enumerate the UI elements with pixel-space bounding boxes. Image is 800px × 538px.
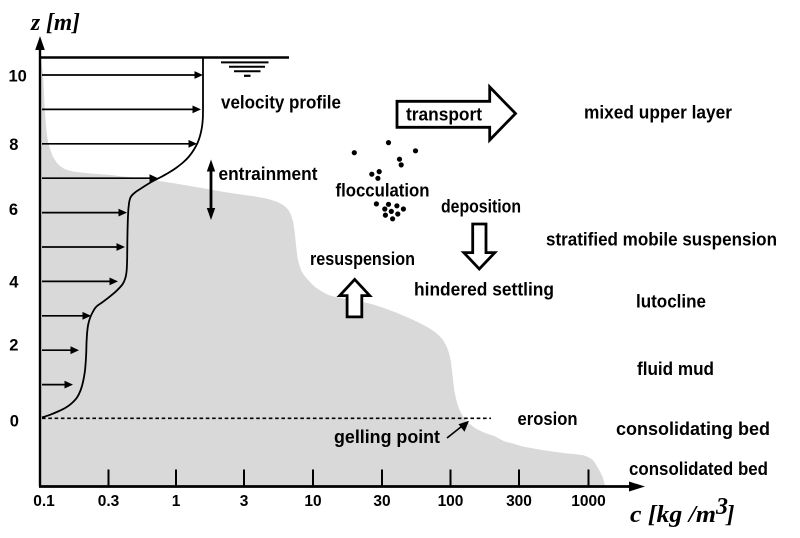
svg-text:consolidated bed: consolidated bed — [629, 459, 768, 479]
svg-text:stratified mobile suspension: stratified mobile suspension — [546, 229, 777, 249]
svg-text:3: 3 — [715, 494, 728, 520]
svg-text:z [m]: z [m] — [30, 10, 80, 36]
svg-text:fluid mud: fluid mud — [637, 359, 714, 379]
svg-text:3: 3 — [240, 493, 249, 510]
svg-text:deposition: deposition — [441, 197, 521, 217]
svg-text:flocculation: flocculation — [336, 181, 430, 201]
svg-text:c [kg /m: c [kg /m — [630, 502, 716, 528]
svg-text:10: 10 — [9, 68, 27, 86]
svg-text:gelling point: gelling point — [334, 427, 440, 447]
svg-text:10: 10 — [304, 493, 321, 510]
svg-text:4: 4 — [9, 274, 19, 292]
svg-text:0: 0 — [10, 412, 19, 430]
svg-text:0.3: 0.3 — [98, 493, 120, 510]
svg-text:lutocline: lutocline — [636, 292, 706, 312]
svg-text:transport: transport — [406, 105, 482, 125]
svg-text:2: 2 — [9, 336, 18, 354]
svg-text:]: ] — [725, 502, 735, 528]
svg-text:30: 30 — [373, 493, 390, 510]
svg-text:velocity profile: velocity profile — [221, 92, 341, 112]
svg-text:0.1: 0.1 — [33, 493, 55, 510]
svg-text:mixed upper layer: mixed upper layer — [584, 103, 732, 123]
svg-text:resuspension: resuspension — [310, 249, 415, 269]
svg-text:300: 300 — [506, 493, 532, 510]
svg-text:1000: 1000 — [571, 493, 605, 510]
svg-text:100: 100 — [438, 493, 464, 510]
svg-text:consolidating bed: consolidating bed — [616, 419, 770, 439]
svg-text:6: 6 — [9, 201, 18, 219]
svg-text:erosion: erosion — [518, 409, 578, 429]
svg-text:hindered settling: hindered settling — [414, 280, 554, 300]
svg-text:entrainment: entrainment — [219, 164, 318, 184]
svg-text:1: 1 — [172, 493, 181, 510]
svg-text:8: 8 — [9, 136, 18, 154]
